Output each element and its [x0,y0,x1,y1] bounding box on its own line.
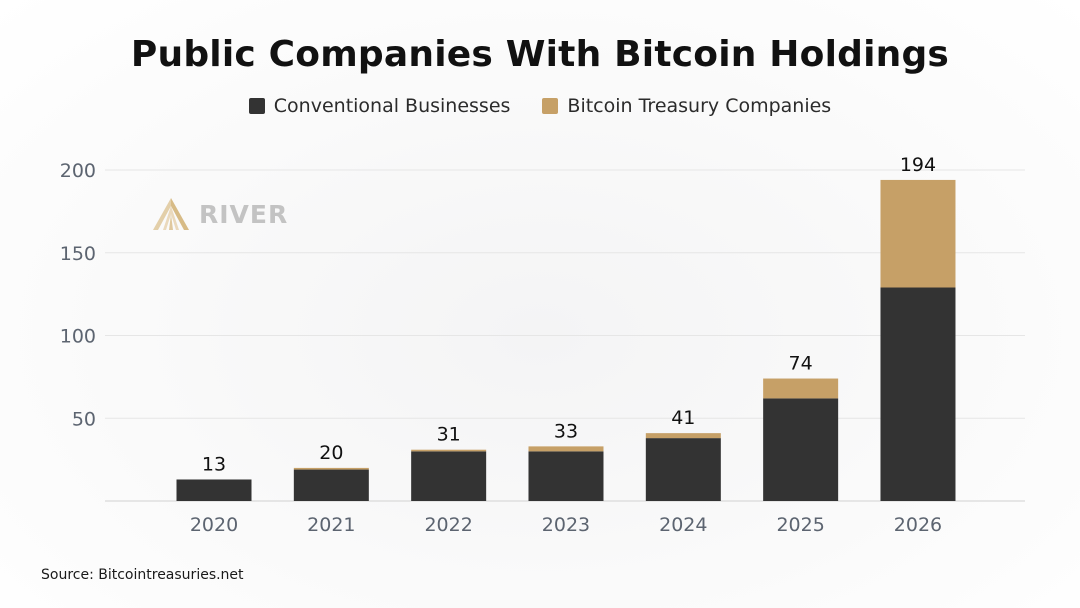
x-tick-label-2022: 2022 [424,514,472,536]
bar-2022-conventional [411,451,487,501]
data-label-2026: 194 [900,154,936,176]
bar-2021-treasury [293,467,369,470]
legend-label-conventional: Conventional Businesses [273,95,511,117]
bar-2023-treasury [528,446,604,452]
bar-2026-treasury [880,179,956,288]
bar-2020-conventional [176,479,252,501]
chart-legend: Conventional Businesses Bitcoin Treasury… [0,95,1080,117]
x-tick-label-2024: 2024 [659,514,707,536]
bar-2025-treasury [763,378,839,399]
legend-item-conventional: Conventional Businesses [248,95,511,117]
x-tick-label-2023: 2023 [542,514,590,536]
legend-swatch-treasury [542,98,559,114]
y-tick-label-200: 200 [60,160,96,182]
legend-swatch-conventional [248,98,265,114]
data-label-2024: 41 [671,407,695,429]
legend-label-treasury: Bitcoin Treasury Companies [567,95,832,117]
data-label-2025: 74 [789,353,813,375]
bar-2026-conventional [880,287,956,501]
river-logo-icon [153,198,189,230]
bar-2024-conventional [645,438,721,501]
y-tick-label-50: 50 [72,408,96,430]
y-tick-label-150: 150 [60,243,96,265]
bar-2023-conventional [528,451,604,501]
data-label-2022: 31 [437,424,461,446]
bar-2021-conventional [293,469,369,501]
y-tick-label-100: 100 [60,326,96,348]
x-tick-label-2026: 2026 [894,514,942,536]
data-label-2023: 33 [554,420,578,442]
source-note: Source: Bitcointreasuries.net [41,567,244,583]
river-logo-text: RIVER [199,199,289,229]
x-tick-label-2025: 2025 [776,514,824,536]
bar-2024-treasury [645,433,721,439]
river-watermark: RIVER [151,196,288,232]
x-tick-label-2021: 2021 [307,514,355,536]
bar-2025-conventional [763,398,839,501]
legend-item-treasury: Bitcoin Treasury Companies [542,95,831,117]
data-label-2021: 20 [319,442,343,464]
bar-2022-treasury [411,449,487,452]
data-label-2020: 13 [202,453,226,475]
x-tick-label-2020: 2020 [190,514,238,536]
chart-title: Public Companies With Bitcoin Holdings [130,34,950,75]
